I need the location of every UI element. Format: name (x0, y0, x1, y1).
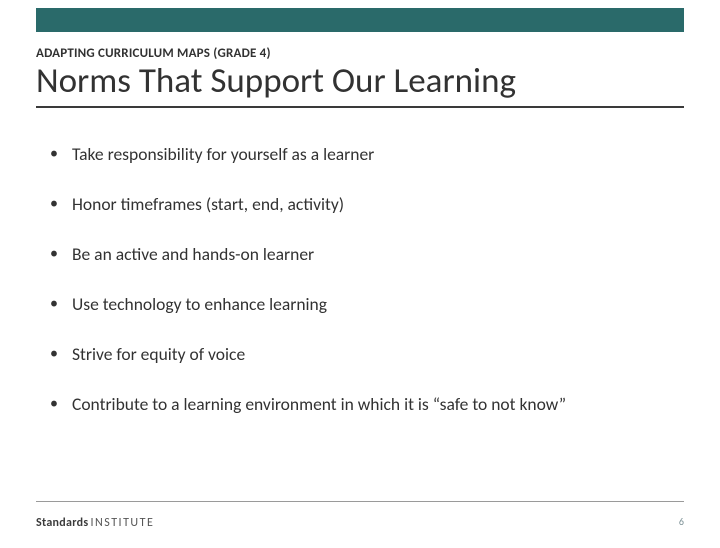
logo-bold: Standards (36, 516, 89, 530)
page-number: 6 (679, 515, 684, 528)
eyebrow-text: ADAPTING CURRICULUM MAPS (GRADE 4) (36, 46, 684, 61)
list-item: Be an active and hands-on learner (36, 244, 684, 265)
header-bar (36, 8, 684, 32)
footer-divider (36, 501, 684, 502)
list-item: Honor timeframes (start, end, activity) (36, 194, 684, 215)
list-item: Contribute to a learning environment in … (36, 394, 684, 415)
list-item: Use technology to enhance learning (36, 294, 684, 315)
footer-logo: StandardsINSTITUTE (36, 516, 154, 530)
bullet-list: Take responsibility for yourself as a le… (36, 144, 684, 415)
page-title: Norms That Support Our Learning (36, 63, 684, 106)
title-underline (36, 106, 684, 108)
list-item: Take responsibility for yourself as a le… (36, 144, 684, 165)
logo-light: INSTITUTE (91, 516, 155, 530)
list-item: Strive for equity of voice (36, 344, 684, 365)
